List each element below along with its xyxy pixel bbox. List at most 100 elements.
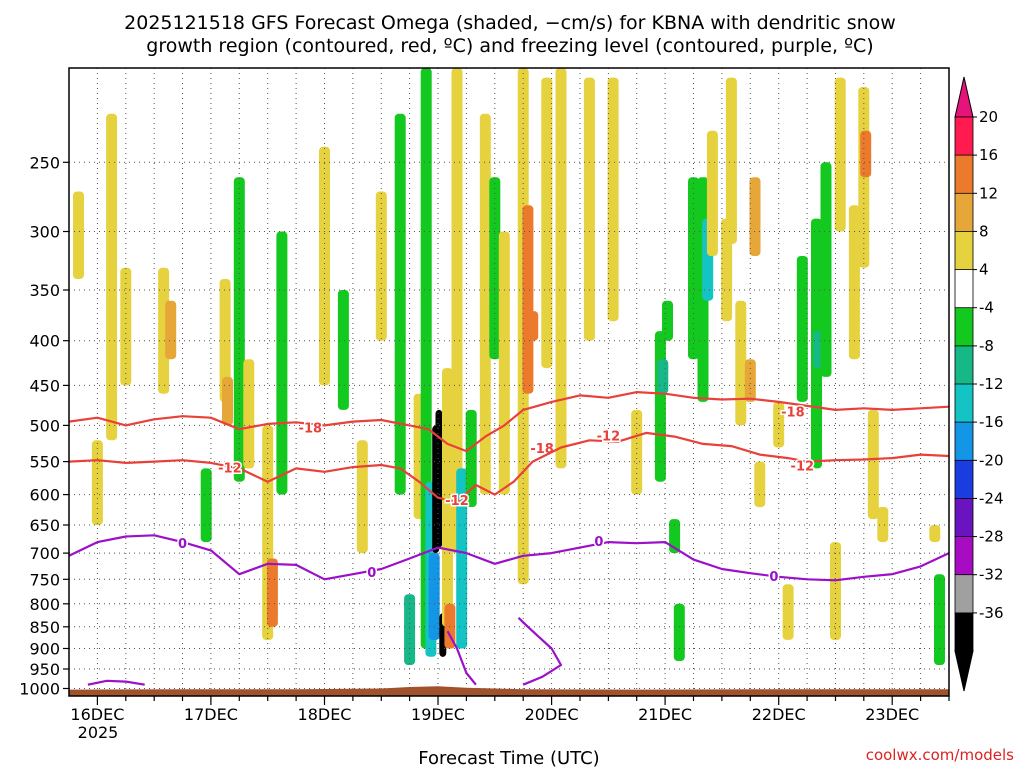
y-tick-label: 800 — [29, 595, 60, 614]
contour-label: -18 — [530, 442, 554, 457]
y-tick-label: 350 — [29, 281, 60, 300]
colorbar-label: -16 — [979, 413, 1004, 431]
omega-patch — [848, 205, 860, 360]
omega-patch — [522, 205, 534, 394]
colorbar-swatch — [954, 497, 974, 538]
omega-patch — [428, 553, 440, 640]
y-tick-label: 500 — [29, 416, 60, 435]
y-tick-label: 600 — [29, 486, 60, 505]
x-tick-label: 19DEC — [411, 705, 465, 724]
contour-label: 0 — [367, 566, 376, 581]
y-tick-label: 750 — [29, 570, 60, 589]
omega-patch — [820, 162, 832, 377]
time-axis: 16DEC 17DEC 18DEC 19DEC 20DEC 21DEC 22DEC 23DEC — [70, 696, 950, 724]
y-tick-label: 650 — [29, 516, 60, 535]
contour-label: 0 — [178, 537, 187, 552]
y-tick-label: 250 — [29, 153, 60, 172]
y-tick-label: 550 — [29, 453, 60, 472]
omega-patch — [749, 177, 761, 256]
omega-patch — [796, 256, 808, 402]
omega-patch — [73, 191, 84, 279]
omega-patch — [394, 113, 406, 495]
omega-patch — [669, 519, 681, 554]
omega-patch — [929, 525, 941, 543]
x-tick-label: 21DEC — [638, 705, 692, 724]
freezing-level-contours: 0 0 0 0 — [68, 534, 950, 686]
colorbar-label: 16 — [979, 146, 998, 164]
colorbar-swatch — [954, 345, 974, 385]
chart-title-line-2: growth region (contoured, red, ºC) and f… — [146, 35, 873, 57]
colorbar-swatch — [954, 383, 974, 423]
x-tick-label: 16DEC — [70, 705, 124, 724]
omega-patch — [607, 77, 619, 322]
colorbar-label: -12 — [979, 375, 1004, 393]
omega-patch — [735, 300, 747, 426]
contour-label: -12 — [445, 494, 469, 509]
x-tick-label: 22DEC — [752, 705, 806, 724]
colorbar-swatch — [954, 230, 974, 271]
y-tick-label: 450 — [29, 376, 60, 395]
omega-patch — [222, 376, 233, 426]
omega-patch — [276, 231, 288, 495]
colorbar-label: -28 — [979, 528, 1004, 546]
omega-patch — [165, 300, 177, 360]
colorbar-swatch — [954, 307, 974, 347]
colorbar-label: 20 — [979, 108, 998, 126]
omega-patch — [451, 68, 463, 554]
contour-line — [446, 630, 477, 686]
omega-patch — [721, 218, 733, 322]
omega-patch — [356, 440, 368, 554]
colorbar-swatch — [954, 192, 974, 233]
omega-patch — [444, 603, 456, 649]
omega-patch — [233, 177, 245, 482]
omega-shading-layer — [73, 68, 945, 665]
y-tick-label: 850 — [29, 618, 60, 637]
colorbar-label: -20 — [979, 451, 1004, 469]
omega-patch — [706, 130, 718, 256]
omega-patch — [858, 87, 870, 268]
colorbar-label: 4 — [979, 261, 989, 279]
omega-patch — [337, 290, 349, 410]
y-tick-label: 400 — [29, 332, 60, 351]
omega-patch — [867, 409, 879, 520]
omega-patch — [404, 594, 416, 665]
x-tick-label: 23DEC — [865, 705, 919, 724]
colorbar-swatch — [954, 536, 974, 576]
omega-patch — [375, 191, 387, 341]
terrain-below-surface — [69, 686, 949, 696]
omega-patch — [673, 603, 685, 661]
omega-patch — [782, 584, 794, 640]
omega-patch — [435, 409, 443, 548]
contour-line — [68, 431, 950, 504]
contour-label: -18 — [299, 421, 323, 436]
omega-patch — [120, 267, 132, 386]
omega-patch — [442, 368, 453, 627]
omega-patch — [773, 401, 785, 448]
colorbar-label: -24 — [979, 489, 1004, 507]
omega-patch — [830, 542, 841, 640]
colorbar-swatch — [954, 574, 974, 614]
omega-patch — [527, 311, 539, 341]
omega-patch — [479, 113, 491, 495]
colorbar-label: 8 — [979, 222, 989, 240]
omega-patch — [555, 68, 567, 469]
omega-patch — [754, 461, 766, 508]
omega-patch — [106, 113, 118, 441]
colorbar-swatch — [954, 459, 974, 500]
omega-patch — [744, 359, 756, 402]
colorbar-label: -8 — [979, 337, 994, 355]
omega-patch — [834, 77, 846, 232]
omega-patch — [725, 77, 737, 244]
contour-label: -12 — [791, 459, 815, 474]
colorbar-top-arrow — [954, 76, 974, 118]
terrain-fill — [69, 686, 949, 696]
y-tick-label: 900 — [29, 640, 60, 659]
credit-label: coolwx.com/models — [866, 746, 1014, 764]
contour-line — [68, 534, 950, 582]
y-tick-label: 700 — [29, 544, 60, 563]
contour-line — [517, 617, 563, 686]
contour-label: 0 — [594, 535, 603, 550]
omega-patch — [654, 331, 666, 482]
pressure-axis: 250 300 350 400 450 500 550 600 650 700 750 800 850 9… — [19, 153, 69, 699]
